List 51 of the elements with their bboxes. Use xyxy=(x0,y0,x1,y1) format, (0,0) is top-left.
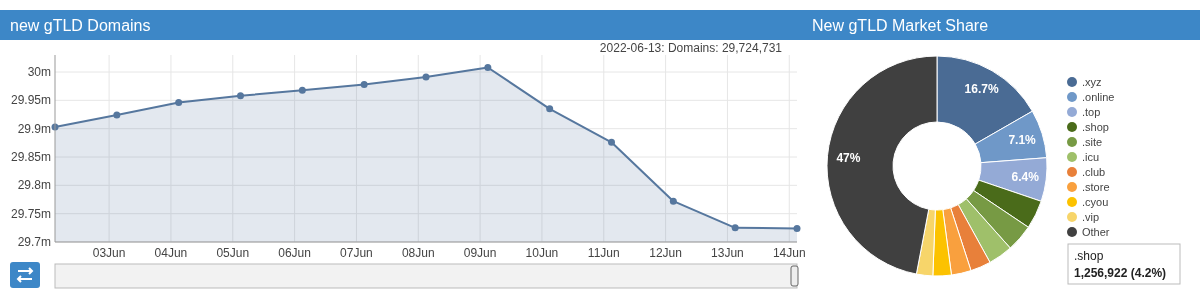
x-tick-label: 09Jun xyxy=(463,246,497,260)
point xyxy=(298,86,306,94)
point xyxy=(175,99,183,107)
y-tick-label: 29.95m xyxy=(10,93,51,108)
x-tick-label: 14Jun xyxy=(772,246,806,260)
data-label: 7.1% xyxy=(1008,132,1037,147)
legend-label: .site xyxy=(1082,136,1103,148)
point xyxy=(608,138,615,146)
y-tick-label: 30m xyxy=(27,65,51,79)
legend-label: .club xyxy=(1082,166,1106,178)
x-tick-label: 06Jun xyxy=(278,246,311,260)
x-tick-label: 03Jun xyxy=(92,246,126,260)
y-tick-label: 29.75m xyxy=(10,206,51,221)
legend-label: .xyz xyxy=(1082,76,1102,88)
point xyxy=(484,63,492,71)
text: 1,256,922 (4.2%) xyxy=(1074,266,1167,280)
chart-title: new gTLD Domains xyxy=(10,17,151,34)
point xyxy=(360,80,368,88)
x-tick-label: 08Jun xyxy=(401,246,435,260)
point xyxy=(546,105,554,113)
y-tick-label: 29.8m xyxy=(17,178,51,193)
point xyxy=(237,92,244,100)
x-tick-label: 04Jun xyxy=(154,246,188,260)
legend-label: .online xyxy=(1082,91,1115,103)
legend-label: .icu xyxy=(1082,151,1100,163)
annotation: 2022-06-13: Domains: 29,724,731 xyxy=(599,41,783,55)
legend-label: .top xyxy=(1082,106,1101,118)
y-tick-label: 29.9m xyxy=(17,121,51,136)
x-tick-label: 10Jun xyxy=(525,246,559,260)
legend-label: .vip xyxy=(1082,211,1100,223)
x-tick-label: 13Jun xyxy=(711,246,744,260)
x-tick-label: 07Jun xyxy=(340,246,373,260)
point xyxy=(422,73,430,81)
legend-label: .cyou xyxy=(1082,196,1109,208)
legend-label: Other xyxy=(1082,226,1110,238)
data-label: 6.4% xyxy=(1011,170,1040,185)
point xyxy=(113,111,121,119)
data-label: 47% xyxy=(836,150,861,165)
text: .shop xyxy=(1074,249,1104,263)
y-tick-label: 29.7m xyxy=(17,235,51,249)
legend-label: .store xyxy=(1082,181,1110,193)
x-tick-label: 12Jun xyxy=(649,246,682,260)
data-label: 16.7% xyxy=(964,81,999,96)
chart-title: New gTLD Market Share xyxy=(812,17,989,34)
x-tick-label: 05Jun xyxy=(216,246,250,260)
legend-label: .shop xyxy=(1082,121,1109,133)
point xyxy=(731,224,739,232)
y-tick-label: 29.85m xyxy=(10,150,51,164)
point xyxy=(793,224,801,232)
x-tick-label: 11Jun xyxy=(587,246,620,260)
point xyxy=(669,197,677,205)
